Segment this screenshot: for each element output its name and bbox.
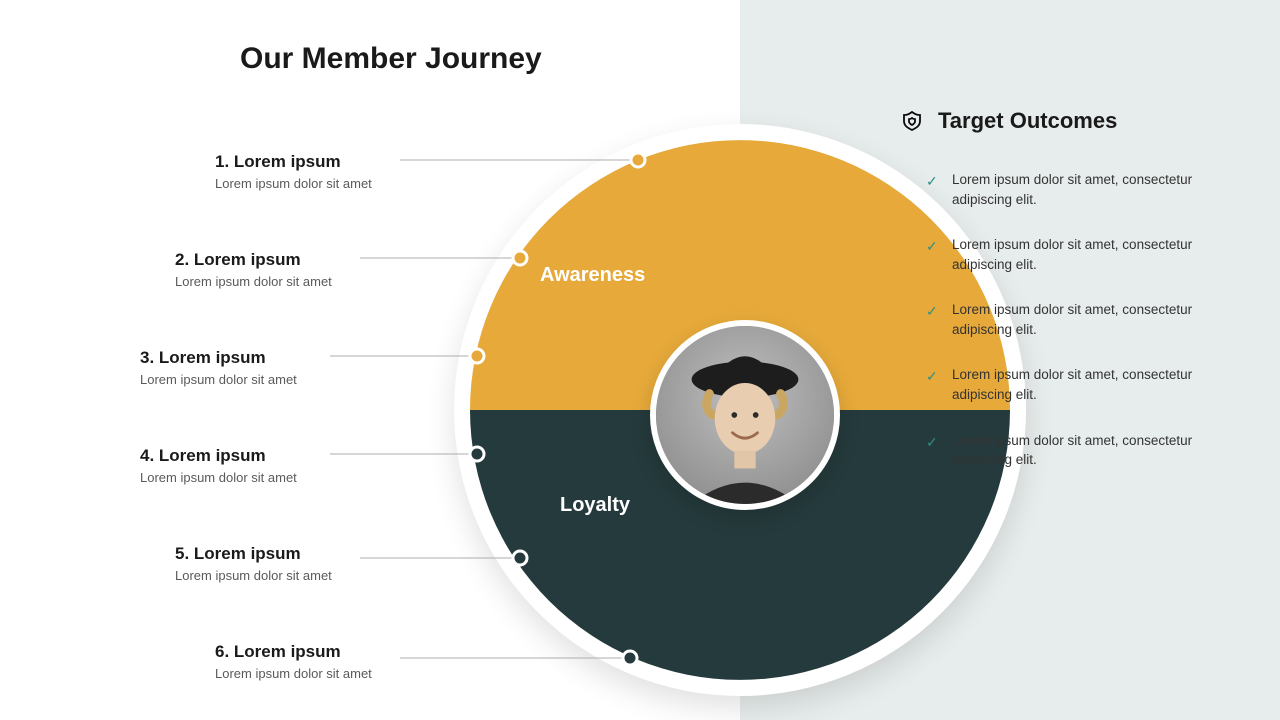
journey-item-title: 5. Lorem ipsum (175, 544, 332, 564)
outcome-text: Lorem ipsum dolor sit amet, consectetur … (952, 431, 1226, 470)
outcome-text: Lorem ipsum dolor sit amet, consectetur … (952, 365, 1226, 404)
outcomes-list: ✓ Lorem ipsum dolor sit amet, consectetur… (926, 170, 1226, 470)
journey-item-1: 1. Lorem ipsum Lorem ipsum dolor sit amet (215, 152, 372, 191)
check-icon: ✓ (926, 434, 940, 451)
journey-item-5: 5. Lorem ipsum Lorem ipsum dolor sit amet (175, 544, 332, 583)
outcomes-heading: Target Outcomes (900, 108, 1117, 134)
check-icon: ✓ (926, 303, 940, 320)
journey-item-sub: Lorem ipsum dolor sit amet (175, 274, 332, 289)
journey-item-title: 3. Lorem ipsum (140, 348, 297, 368)
outcome-text: Lorem ipsum dolor sit amet, consectetur … (952, 170, 1226, 209)
outcome-item: ✓ Lorem ipsum dolor sit amet, consectetur… (926, 431, 1226, 470)
journey-item-sub: Lorem ipsum dolor sit amet (140, 372, 297, 387)
outcome-item: ✓ Lorem ipsum dolor sit amet, consectetur… (926, 300, 1226, 339)
journey-item-sub: Lorem ipsum dolor sit amet (175, 568, 332, 583)
journey-item-4: 4. Lorem ipsum Lorem ipsum dolor sit amet (140, 446, 297, 485)
journey-item-title: 2. Lorem ipsum (175, 250, 332, 270)
journey-item-title: 1. Lorem ipsum (215, 152, 372, 172)
avatar-placeholder (656, 326, 834, 504)
page-title: Our Member Journey (240, 42, 542, 76)
journey-item-3: 3. Lorem ipsum Lorem ipsum dolor sit amet (140, 348, 297, 387)
journey-item-sub: Lorem ipsum dolor sit amet (140, 470, 297, 485)
journey-item-title: 4. Lorem ipsum (140, 446, 297, 466)
outcome-item: ✓ Lorem ipsum dolor sit amet, consectetur… (926, 365, 1226, 404)
journey-item-2: 2. Lorem ipsum Lorem ipsum dolor sit amet (175, 250, 332, 289)
journey-item-title: 6. Lorem ipsum (215, 642, 372, 662)
check-icon: ✓ (926, 238, 940, 255)
journey-item-sub: Lorem ipsum dolor sit amet (215, 176, 372, 191)
outcome-item: ✓ Lorem ipsum dolor sit amet, consectetur… (926, 235, 1226, 274)
outcome-text: Lorem ipsum dolor sit amet, consectetur … (952, 300, 1226, 339)
check-icon: ✓ (926, 368, 940, 385)
outcomes-icon (900, 109, 924, 133)
arc-label-bottom: Loyalty (560, 494, 630, 517)
outcome-text: Lorem ipsum dolor sit amet, consectetur … (952, 235, 1226, 274)
arc-label-top: Awareness (540, 264, 645, 287)
avatar (650, 320, 840, 510)
outcome-item: ✓ Lorem ipsum dolor sit amet, consectetur… (926, 170, 1226, 209)
journey-item-sub: Lorem ipsum dolor sit amet (215, 666, 372, 681)
outcomes-title: Target Outcomes (938, 108, 1117, 134)
check-icon: ✓ (926, 173, 940, 190)
journey-item-6: 6. Lorem ipsum Lorem ipsum dolor sit amet (215, 642, 372, 681)
